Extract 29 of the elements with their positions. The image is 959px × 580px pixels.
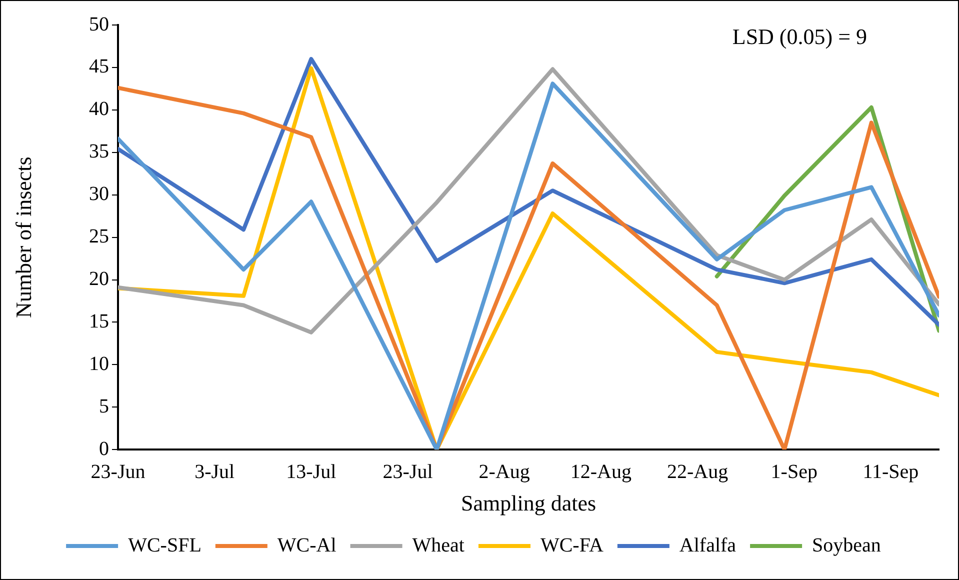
x-tick-label: 3-Jul xyxy=(194,460,236,483)
legend-label: WC-FA xyxy=(540,534,604,556)
legend-label: Soybean xyxy=(812,534,881,556)
legend-label: Wheat xyxy=(412,534,465,556)
x-axis-title: Sampling dates xyxy=(460,490,596,516)
y-tick-label: 30 xyxy=(89,183,109,206)
legend-label: WC-Al xyxy=(277,534,337,556)
x-tick-label: 1-Sep xyxy=(770,460,818,483)
x-tick-label: 12-Aug xyxy=(570,460,632,483)
y-axis-title: Number of insects xyxy=(10,156,36,318)
x-tick-label: 11-Sep xyxy=(862,460,919,483)
y-tick-label: 20 xyxy=(89,268,109,290)
y-tick-label: 5 xyxy=(99,395,109,418)
x-tick-label: 2-Aug xyxy=(478,460,530,483)
y-tick-label: 0 xyxy=(99,438,109,460)
y-tick-label: 25 xyxy=(89,226,109,248)
x-tick-label: 22-Aug xyxy=(666,460,728,483)
annotation: LSD (0.05) = 9 xyxy=(732,24,867,49)
x-tick-label: 13-Jul xyxy=(286,460,337,483)
y-tick-label: 15 xyxy=(89,310,109,332)
x-tick-label: 23-Jun xyxy=(90,460,146,483)
y-tick-label: 35 xyxy=(89,140,109,163)
legend-label: Alfalfa xyxy=(679,534,736,556)
legend-label: WC-SFL xyxy=(128,534,202,556)
y-tick-label: 40 xyxy=(89,98,109,120)
y-tick-label: 50 xyxy=(89,13,109,36)
x-tick-label: 23-Jul xyxy=(382,460,434,483)
y-tick-label: 45 xyxy=(89,56,109,78)
y-tick-label: 10 xyxy=(89,352,109,375)
